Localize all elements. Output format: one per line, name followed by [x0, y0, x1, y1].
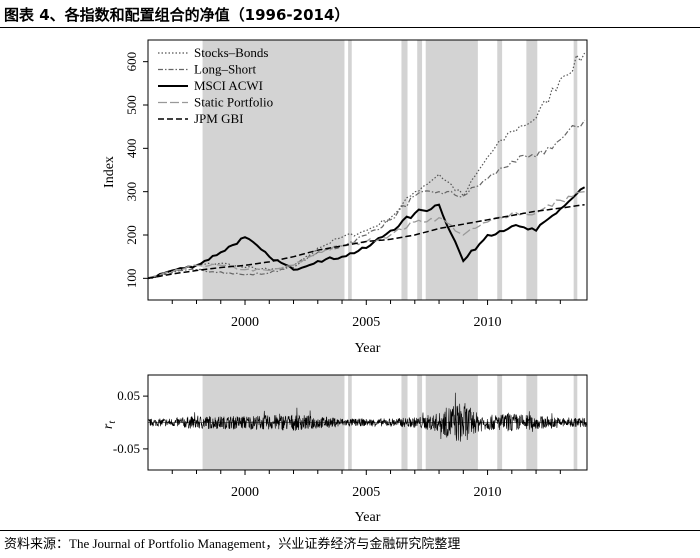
top-y-tick-label: 500 [124, 95, 139, 115]
top-shaded-period-5 [425, 40, 478, 300]
legend-label-jpm-gbi: JPM GBI [194, 111, 244, 126]
top-y-tick-label: 300 [124, 182, 139, 202]
legend-label-long-short: Long–Short [194, 62, 257, 77]
top-shaded-period-4 [417, 40, 423, 300]
legend-entry-jpm-gbi: JPM GBI [158, 111, 244, 126]
top-y-tick-label: 100 [124, 269, 139, 289]
top-y-axis-label: Index [102, 156, 117, 188]
bottom-x-tick-label: 2005 [352, 485, 380, 500]
source-note: 资料来源：The Journal of Portfolio Management… [4, 536, 461, 551]
top-x-axis-label: Year [355, 341, 381, 356]
legend-label-static-portfolio: Static Portfolio [194, 95, 273, 110]
chart-title: 图表 4、各指数和配置组合的净值（1996-2014） [4, 6, 350, 24]
bottom-y-tick-label: -0.05 [113, 441, 140, 456]
legend-entry-stocks-bonds: Stocks–Bonds [158, 45, 268, 60]
top-shaded-period-3 [401, 40, 408, 300]
bottom-x-tick-label: 2010 [474, 485, 502, 500]
series-line-msci-acwi [147, 186, 586, 280]
title-rule [0, 27, 700, 28]
legend-entry-long-short: Long–Short [158, 62, 257, 77]
top-x-tick-label: 2010 [474, 315, 502, 330]
legend-entry-static-portfolio: Static Portfolio [158, 95, 273, 110]
legend-label-msci-acwi: MSCI ACWI [194, 78, 263, 93]
top-shaded-period-7 [526, 40, 538, 300]
top-x-tick-label: 2005 [352, 315, 380, 330]
top-y-tick-label: 400 [124, 139, 139, 159]
legend-entry-msci-acwi: MSCI ACWI [158, 78, 263, 93]
top-shaded-period-1 [202, 40, 345, 300]
top-y-tick-label: 600 [124, 52, 139, 72]
series-line-jpm-gbi [147, 203, 585, 280]
returns-series-line [147, 392, 588, 442]
top-plot-frame [147, 39, 588, 301]
series-line-long-short [147, 119, 586, 279]
bottom-x-axis-label: Year [355, 510, 381, 525]
bottom-y-axis-label: rt [101, 421, 118, 429]
top-y-tick-label: 200 [124, 225, 139, 245]
top-shaded-period-2 [348, 40, 352, 300]
bottom-y-tick-label: 0.05 [117, 388, 140, 403]
top-x-tick-label: 2000 [231, 315, 259, 330]
bottom-x-tick-label: 2000 [231, 485, 259, 500]
legend: Stocks–Bonds Long–Short MSCI ACWI Static… [158, 45, 273, 126]
legend-label-stocks-bonds: Stocks–Bonds [194, 45, 268, 60]
top-shaded-period-8 [573, 40, 578, 300]
top-shaded-period-6 [497, 40, 503, 300]
source-rule [0, 530, 700, 531]
